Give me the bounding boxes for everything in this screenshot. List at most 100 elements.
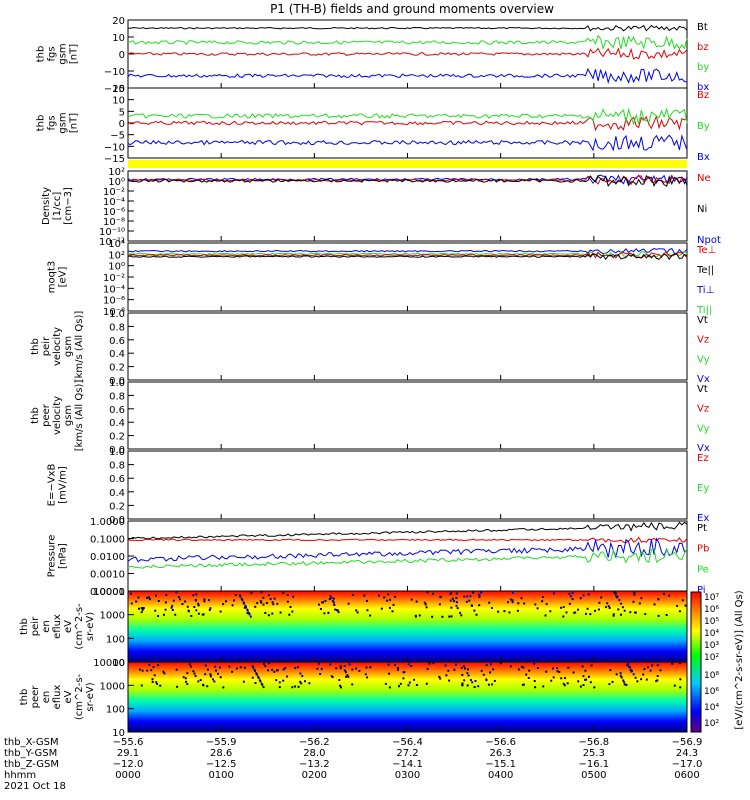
spectrogram-pixel [520, 597, 523, 600]
y-axis-label-line: Density [41, 187, 52, 225]
colorbar-tick-label: 10⁴ [704, 703, 719, 713]
spectrogram-pixel [643, 668, 646, 671]
spectrogram-pixel [424, 603, 427, 606]
y-axis-label-line: [nT] [69, 44, 80, 64]
spectrogram-pixel [655, 680, 658, 683]
spectrogram-pixel [165, 593, 168, 596]
y-axis-label-line: fgs [47, 46, 58, 61]
panel-density: 10²10⁰10⁻²10⁻⁴10⁻⁶10⁻⁸10⁻¹⁰10⁻¹²Density[… [41, 167, 721, 248]
spectrogram-pixel [607, 605, 610, 608]
spectrogram-pixel [271, 601, 274, 604]
spectrogram-pixel [174, 613, 177, 616]
spectrogram-pixel [590, 664, 593, 667]
spectrogram-pixel [148, 663, 151, 666]
spectrogram-pixel [633, 591, 636, 594]
spectrogram-pixel [351, 683, 354, 686]
y-axis-label-line: thb [30, 407, 41, 424]
spectrogram-pixel [256, 602, 259, 605]
spectrogram-pixel [582, 675, 585, 678]
y-tick-label: 10 [112, 33, 125, 44]
spectrogram-pixel [567, 666, 570, 669]
spectrogram-pixel [563, 684, 566, 687]
spectrogram-pixel [581, 665, 584, 668]
spectrogram-pixel [423, 601, 426, 604]
spectrogram-pixel [678, 610, 681, 613]
spectrogram-pixel [585, 612, 587, 615]
y-axis-label-line: gsm [63, 336, 74, 357]
footer-value: 0000 [115, 770, 140, 781]
spectrogram-pixel [387, 663, 390, 666]
spectrogram-pixel [291, 610, 294, 613]
footer-value: 25.3 [583, 748, 605, 759]
spectrogram-pixel [489, 671, 492, 674]
spectrogram-pixel [193, 606, 196, 608]
y-axis-label-line: sr-eV) [85, 612, 96, 641]
spectrogram-pixel [181, 603, 184, 605]
panel-background [128, 521, 687, 591]
spectrogram-fill [128, 662, 687, 732]
y-axis-label-line: [nPa] [58, 543, 69, 569]
y-tick-label: 0.2 [109, 432, 125, 443]
spectrogram-pixel [516, 609, 519, 612]
spectrogram-pixel [432, 662, 435, 665]
spectrogram-pixel [275, 679, 278, 682]
spectrogram-pixel [355, 609, 358, 612]
y-axis-label-line: eV [63, 620, 74, 633]
panel-peer-velocity: 1.0 0.8 0.6 0.4 0.2 0.0 thbpeervelocitygsm[km/… [30, 378, 710, 456]
footer-value: 29.1 [117, 748, 139, 759]
spectrogram-pixel [204, 673, 207, 676]
spectrogram-pixel [294, 666, 297, 669]
footer-value: −55.9 [206, 737, 237, 748]
spectrogram-pixel [157, 615, 159, 617]
spectrogram-pixel [507, 601, 510, 604]
spectrogram-pixel [460, 666, 463, 669]
spectrogram-pixel [175, 591, 178, 594]
y-tick-label: 10⁻¹² [99, 237, 125, 248]
spectrogram-pixel [490, 607, 493, 609]
series-line-red [127, 536, 688, 544]
spectrogram-pixel [455, 663, 457, 666]
spectrogram-pixel [271, 668, 274, 671]
legend-pi: Pi [697, 585, 706, 596]
spectrogram-pixel [197, 602, 200, 605]
spectrogram-pixel [568, 602, 571, 605]
spectrogram-pixel [153, 674, 156, 677]
footer-value: 27.2 [396, 748, 418, 759]
spectrogram-pixel [222, 686, 225, 689]
spectrogram-pixel [195, 599, 198, 602]
footer-value: −14.1 [392, 759, 423, 770]
spectrogram-pixel [351, 668, 354, 671]
spectrogram-pixel [238, 594, 241, 597]
spectrogram-pixel [579, 597, 582, 600]
spectrogram-pixel [185, 680, 188, 683]
y-axis-label-line: [nT] [69, 113, 80, 133]
spectrogram-pixel [286, 594, 289, 596]
y-tick-label: 0 [119, 50, 125, 61]
spectrogram-pixel [182, 676, 185, 679]
spectrogram-pixel [279, 611, 282, 614]
spectrogram-pixel [619, 674, 622, 677]
spectrogram-pixel [544, 614, 547, 617]
spectrogram-pixel [441, 615, 444, 618]
colorbar-tick-label: 10⁸ [704, 671, 719, 681]
y-axis-label: thbpeirenefluxeV(cm^2-s-sr-eV) [19, 603, 96, 650]
panel-background [128, 382, 687, 449]
spectrogram-pixel [184, 600, 187, 603]
y-tick-label: −10 [104, 142, 125, 153]
spectrogram-pixel [681, 599, 684, 602]
spectrogram-pixel [562, 606, 565, 609]
y-axis-label-line: [mV/m] [58, 466, 69, 504]
spectrogram-pixel [148, 596, 150, 599]
spectrogram-pixel [242, 601, 245, 604]
spectrogram-pixel [612, 614, 615, 617]
y-tick-label: 0.0010 [90, 570, 125, 581]
series-line-black [127, 521, 688, 540]
spectrogram-pixel [600, 596, 603, 599]
spectrogram-pixel [193, 672, 196, 675]
spectrogram-pixel [197, 680, 200, 683]
spectrogram-pixel [215, 669, 217, 672]
spectrogram-pixel [291, 686, 294, 689]
spectrogram-pixel [262, 686, 265, 689]
spectrogram-pixel [426, 591, 429, 594]
spectrogram-pixel [330, 675, 333, 678]
